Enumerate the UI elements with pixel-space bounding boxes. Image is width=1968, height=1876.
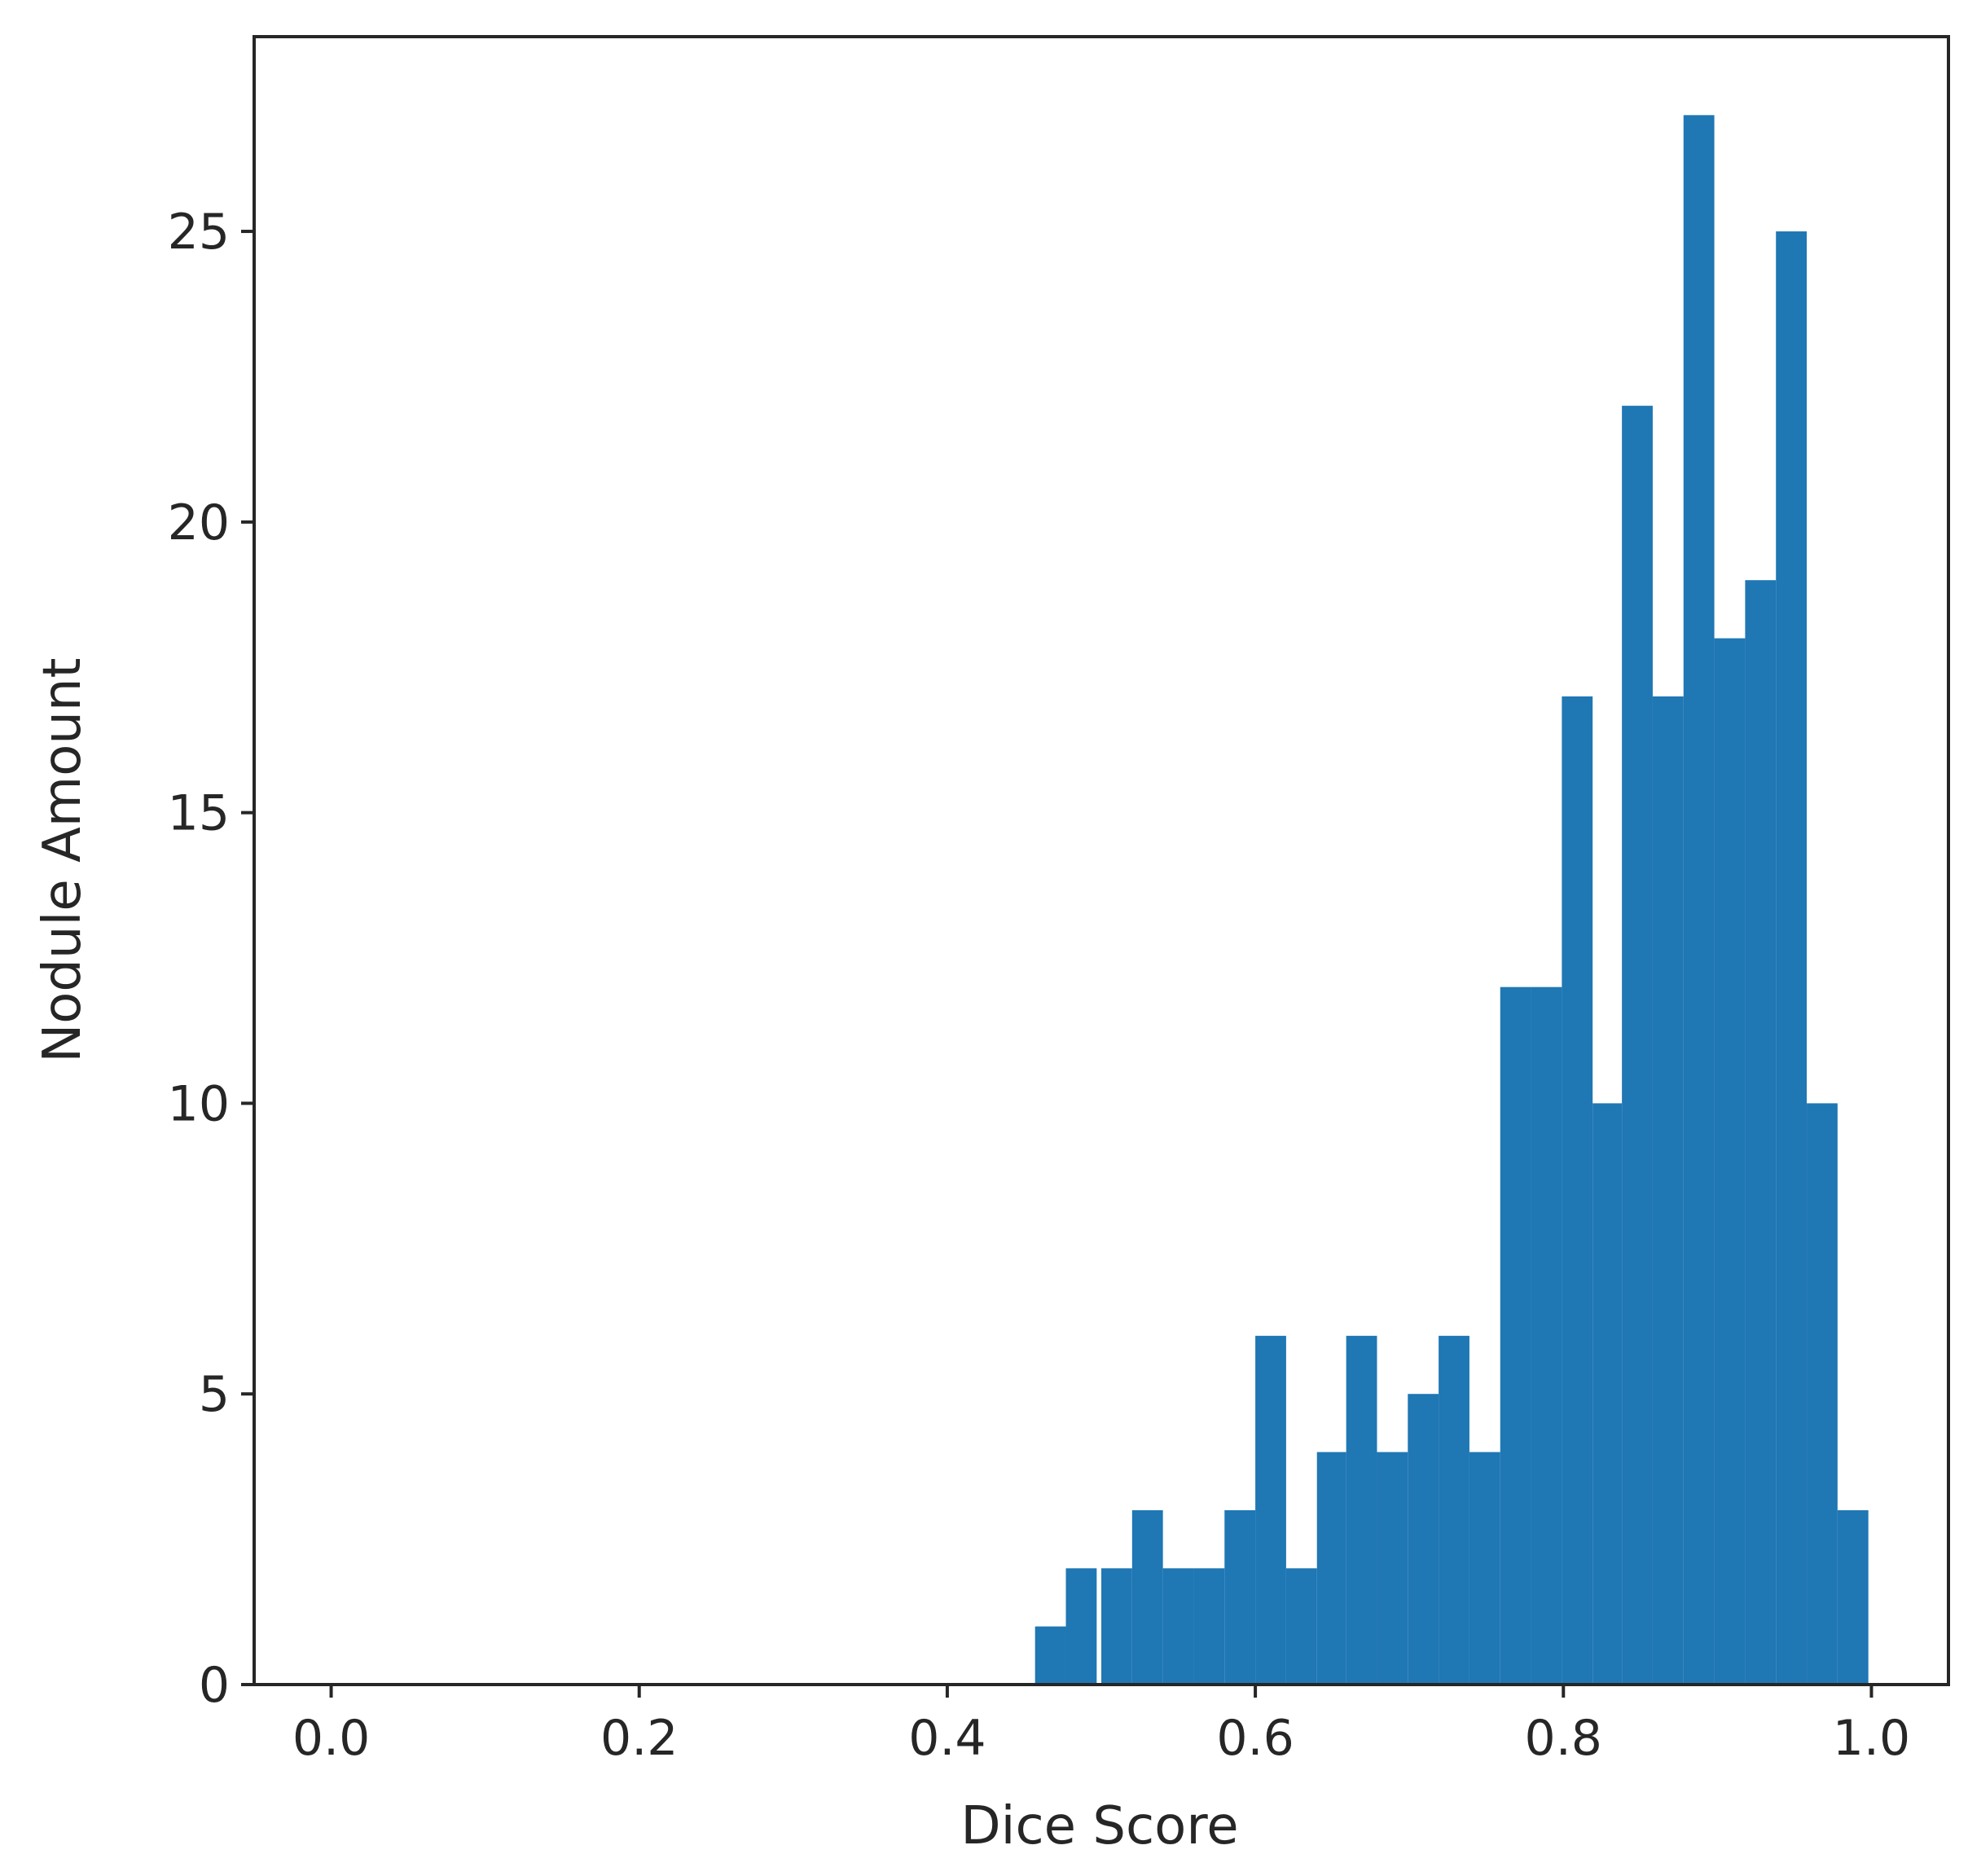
histogram-bar-11	[1377, 1452, 1408, 1685]
y-tick-label-4: 20	[168, 494, 230, 551]
histogram-bar-26	[1837, 1509, 1869, 1685]
histogram-bar-10	[1346, 1335, 1377, 1685]
y-tick-label-5: 25	[168, 204, 230, 261]
histogram-bar-13	[1439, 1335, 1469, 1685]
x-tick-label-0: 0.0	[292, 1710, 370, 1767]
histogram-bar-20	[1652, 696, 1684, 1685]
histogram-bar-24	[1776, 231, 1808, 1685]
y-tick-label-0: 0	[199, 1657, 230, 1714]
histogram-bars	[1035, 115, 1869, 1685]
histogram-bar-7	[1255, 1335, 1286, 1685]
y-tick-label-1: 5	[199, 1366, 230, 1423]
histogram-bar-14	[1469, 1452, 1500, 1685]
x-tick-label-1: 0.2	[600, 1710, 678, 1767]
histogram-bar-5	[1193, 1568, 1225, 1685]
y-axis-ticks: 0 5 10 15 20 25	[168, 204, 254, 1714]
histogram-bar-2	[1101, 1568, 1132, 1685]
histogram-bar-23	[1745, 580, 1777, 1685]
histogram-bar-4	[1162, 1568, 1194, 1685]
y-axis-title: Nodule Amount	[33, 657, 93, 1062]
histogram-bar-1	[1065, 1568, 1097, 1685]
histogram-bar-15	[1500, 986, 1531, 1685]
x-tick-label-4: 0.8	[1525, 1710, 1602, 1767]
histogram-bar-19	[1622, 406, 1653, 1685]
x-tick-label-5: 1.0	[1833, 1710, 1910, 1767]
histogram-bar-3	[1131, 1509, 1163, 1685]
histogram-bar-6	[1224, 1509, 1256, 1685]
x-axis-ticks: 0.0 0.2 0.4 0.6 0.8 1.0	[292, 1685, 1910, 1767]
y-tick-label-3: 15	[168, 785, 230, 842]
histogram-bar-0	[1035, 1626, 1066, 1685]
histogram-bar-18	[1592, 1103, 1623, 1685]
x-tick-label-3: 0.6	[1216, 1710, 1294, 1767]
histogram-bar-12	[1408, 1394, 1439, 1685]
histogram-bar-8	[1285, 1568, 1317, 1685]
histogram-bar-16	[1531, 986, 1562, 1685]
histogram-bar-17	[1562, 696, 1593, 1685]
histogram-bar-22	[1714, 638, 1746, 1685]
histogram-bar-25	[1807, 1103, 1838, 1685]
x-tick-label-2: 0.4	[908, 1710, 986, 1767]
histogram-bar-9	[1316, 1452, 1346, 1685]
plot-frame	[253, 35, 1950, 1686]
x-axis-title: Dice Score	[960, 1796, 1238, 1856]
y-tick-label-2: 10	[168, 1075, 230, 1132]
histogram-bar-21	[1683, 115, 1715, 1685]
